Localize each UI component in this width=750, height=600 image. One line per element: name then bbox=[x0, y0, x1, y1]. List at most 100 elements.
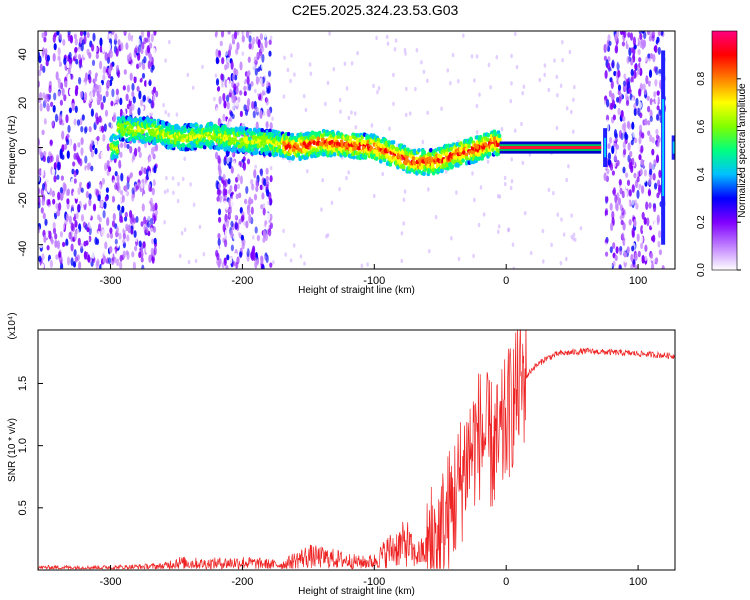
noise-speckle bbox=[86, 226, 90, 233]
noise-speckle bbox=[149, 197, 153, 205]
noise-speckle bbox=[440, 106, 443, 111]
noise-speckle bbox=[649, 109, 653, 119]
noise-speckle bbox=[626, 55, 630, 64]
noise-speckle bbox=[96, 75, 100, 84]
noise-speckle bbox=[377, 86, 381, 91]
noise-speckle bbox=[627, 31, 631, 38]
noise-speckle bbox=[630, 254, 634, 262]
noise-speckle bbox=[92, 32, 96, 42]
signal-band bbox=[461, 158, 465, 163]
noise-speckle bbox=[259, 109, 263, 119]
noise-speckle bbox=[261, 53, 265, 63]
noise-speckle bbox=[651, 262, 655, 269]
noise-speckle bbox=[649, 63, 653, 70]
noise-speckle bbox=[67, 124, 71, 133]
noise-speckle bbox=[93, 226, 97, 233]
signal-band bbox=[204, 131, 209, 137]
noise-speckle bbox=[266, 31, 270, 38]
noise-speckle bbox=[405, 86, 408, 92]
noise-speckle bbox=[80, 42, 84, 52]
noise-speckle bbox=[350, 61, 354, 66]
noise-speckle bbox=[630, 81, 634, 91]
noise-speckle bbox=[605, 251, 609, 257]
noise-speckle bbox=[84, 155, 88, 164]
noise-speckle bbox=[241, 214, 245, 222]
noise-speckle bbox=[547, 187, 551, 193]
noise-speckle bbox=[421, 139, 425, 145]
noise-speckle bbox=[88, 69, 92, 76]
noise-speckle bbox=[402, 221, 406, 226]
noise-speckle bbox=[647, 80, 652, 87]
noise-speckle bbox=[87, 135, 91, 145]
noise-speckle bbox=[651, 136, 655, 144]
noise-speckle bbox=[254, 164, 257, 169]
noise-speckle bbox=[556, 212, 560, 217]
noise-speckle bbox=[636, 78, 640, 85]
noise-speckle bbox=[657, 240, 661, 248]
noise-speckle bbox=[615, 246, 619, 254]
noise-speckle bbox=[646, 95, 650, 101]
noise-speckle bbox=[622, 115, 626, 122]
x-axis-label: Height of straight line (km) bbox=[298, 586, 415, 597]
noise-speckle bbox=[641, 211, 645, 220]
noise-speckle bbox=[99, 131, 103, 140]
noise-speckle bbox=[103, 201, 107, 210]
noise-speckle bbox=[220, 73, 224, 81]
noise-speckle bbox=[614, 201, 619, 211]
noise-speckle bbox=[62, 181, 66, 192]
noise-speckle bbox=[48, 230, 52, 240]
noise-speckle bbox=[631, 227, 635, 237]
noise-speckle bbox=[62, 47, 66, 56]
noise-speckle bbox=[217, 232, 221, 240]
noise-speckle bbox=[471, 171, 474, 176]
noise-speckle bbox=[306, 169, 309, 174]
noise-speckle bbox=[250, 81, 254, 87]
noise-speckle bbox=[268, 50, 272, 57]
noise-speckle bbox=[507, 228, 510, 233]
noise-speckle bbox=[515, 64, 519, 70]
noise-speckle bbox=[629, 32, 634, 41]
noise-speckle bbox=[479, 185, 483, 190]
noise-speckle bbox=[82, 197, 87, 205]
signal-band bbox=[427, 169, 431, 175]
noise-speckle bbox=[137, 38, 141, 46]
noise-speckle bbox=[627, 37, 631, 46]
noise-speckle bbox=[655, 257, 659, 264]
noise-speckle bbox=[218, 194, 222, 203]
noise-speckle bbox=[66, 138, 70, 146]
noise-speckle bbox=[622, 141, 626, 149]
signal-band bbox=[354, 151, 359, 156]
noise-speckle bbox=[74, 208, 78, 214]
signal-band bbox=[223, 125, 227, 130]
noise-speckle bbox=[151, 160, 155, 169]
noise-speckle bbox=[68, 231, 72, 240]
noise-speckle bbox=[228, 161, 232, 170]
noise-speckle bbox=[654, 182, 658, 190]
noise-speckle bbox=[658, 169, 662, 179]
noise-speckle bbox=[228, 121, 232, 128]
signal-band bbox=[274, 152, 279, 157]
noise-speckle bbox=[114, 238, 118, 245]
noise-speckle bbox=[164, 58, 167, 63]
noise-speckle bbox=[106, 80, 111, 88]
noise-speckle bbox=[268, 156, 272, 163]
noise-speckle bbox=[110, 75, 114, 82]
noise-speckle bbox=[261, 264, 265, 269]
noise-speckle bbox=[136, 191, 141, 200]
noise-speckle bbox=[94, 46, 98, 53]
noise-speckle bbox=[221, 83, 224, 88]
noise-speckle bbox=[58, 251, 62, 258]
noise-speckle bbox=[87, 85, 91, 93]
noise-speckle bbox=[653, 91, 657, 98]
noise-speckle bbox=[51, 120, 55, 127]
signal-band bbox=[464, 152, 469, 157]
signal-band bbox=[486, 137, 490, 142]
noise-speckle bbox=[215, 48, 219, 58]
noise-speckle bbox=[514, 31, 517, 37]
noise-speckle bbox=[392, 72, 395, 78]
noise-speckle bbox=[42, 182, 46, 191]
noise-speckle bbox=[46, 54, 51, 62]
noise-speckle bbox=[627, 142, 631, 151]
noise-speckle bbox=[226, 155, 230, 165]
noise-speckle bbox=[231, 113, 235, 120]
